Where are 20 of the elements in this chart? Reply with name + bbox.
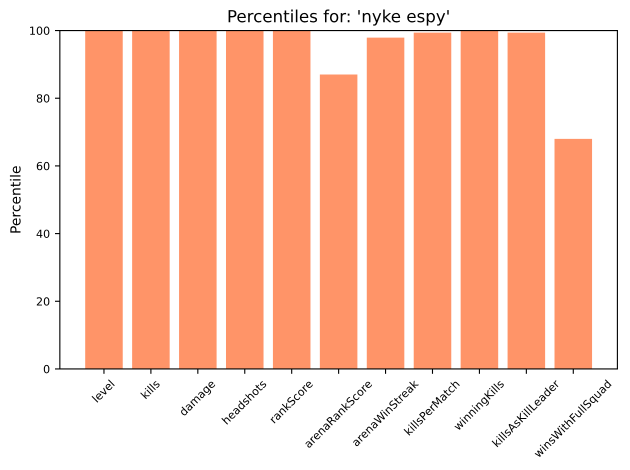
bar — [272, 30, 310, 369]
y-axis-title: Percentile — [10, 166, 21, 233]
bar — [554, 138, 592, 369]
bar — [132, 30, 170, 369]
x-tick-label: kills — [140, 379, 160, 400]
y-tick-label: 20 — [36, 297, 50, 306]
bar — [320, 74, 358, 369]
y-tick-label: 0 — [44, 364, 50, 374]
bar — [226, 30, 264, 369]
bar — [179, 30, 217, 369]
bar — [460, 30, 498, 369]
bar — [414, 32, 452, 369]
y-tick-label: 80 — [36, 94, 50, 103]
bar — [85, 30, 123, 369]
bar — [508, 32, 546, 369]
y-tick-label: 60 — [36, 162, 50, 170]
bar — [366, 38, 404, 369]
y-tick-label: 40 — [36, 230, 50, 238]
chart-title: Percentiles for: 'nyke espy' — [228, 10, 449, 26]
y-tick-label: 100 — [30, 26, 50, 35]
